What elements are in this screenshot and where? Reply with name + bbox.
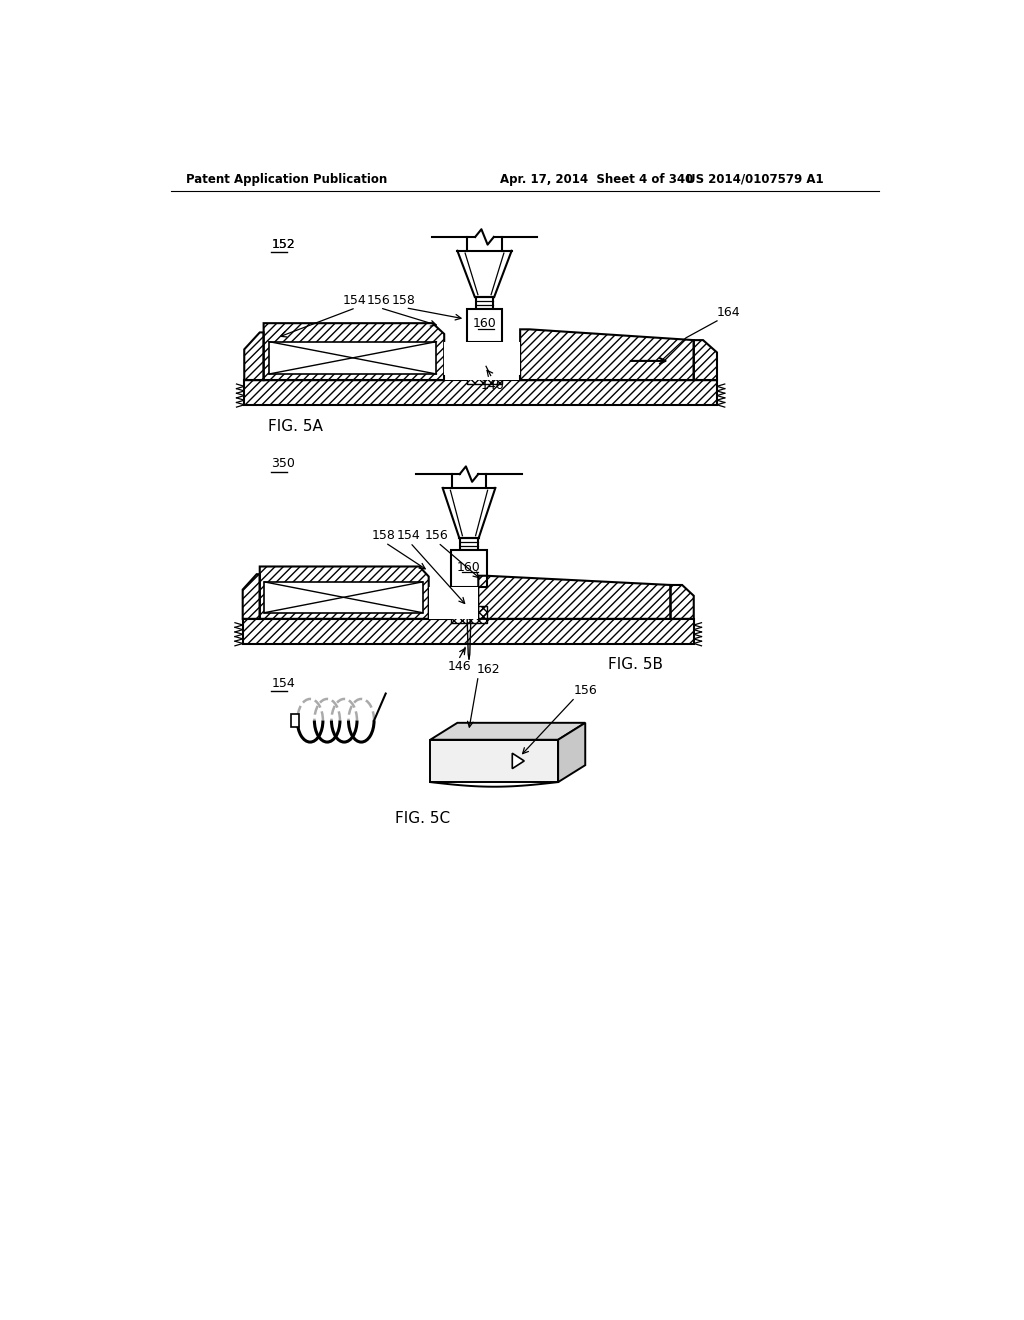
Text: 152: 152 — [271, 238, 295, 251]
Bar — [452, 606, 486, 623]
Text: 154: 154 — [396, 529, 421, 543]
Bar — [444, 342, 520, 380]
Bar — [429, 587, 478, 619]
Text: 156: 156 — [425, 529, 449, 543]
Text: 160: 160 — [457, 561, 481, 574]
Text: 158: 158 — [372, 529, 395, 543]
Polygon shape — [512, 754, 524, 768]
Bar — [291, 714, 299, 726]
Bar — [467, 309, 503, 342]
Polygon shape — [430, 739, 558, 781]
Text: FIG. 5A: FIG. 5A — [267, 418, 323, 434]
Polygon shape — [558, 723, 586, 781]
Text: 146: 146 — [480, 379, 504, 392]
Bar — [467, 367, 503, 384]
Bar — [243, 619, 693, 644]
Text: 350: 350 — [271, 457, 295, 470]
Text: 158: 158 — [392, 294, 416, 308]
Polygon shape — [430, 723, 586, 739]
Text: 160: 160 — [473, 317, 497, 330]
Text: US 2014/0107579 A1: US 2014/0107579 A1 — [686, 173, 823, 186]
Text: Apr. 17, 2014  Sheet 4 of 340: Apr. 17, 2014 Sheet 4 of 340 — [500, 173, 693, 186]
Bar — [452, 550, 486, 587]
Text: 156: 156 — [573, 684, 597, 697]
Text: 154: 154 — [342, 294, 367, 308]
Text: FIG. 5B: FIG. 5B — [608, 657, 664, 672]
Text: 146: 146 — [447, 660, 471, 673]
Text: 164: 164 — [717, 305, 740, 318]
Bar — [269, 342, 436, 374]
Bar — [264, 582, 423, 612]
Text: FIG. 5C: FIG. 5C — [395, 812, 451, 826]
Text: 154: 154 — [271, 677, 295, 689]
Text: 162: 162 — [477, 663, 501, 676]
Bar — [461, 539, 477, 550]
Bar — [476, 297, 493, 309]
Text: 152: 152 — [271, 238, 295, 251]
Text: Patent Application Publication: Patent Application Publication — [186, 173, 387, 186]
Text: 156: 156 — [367, 294, 390, 308]
Bar — [245, 380, 717, 405]
